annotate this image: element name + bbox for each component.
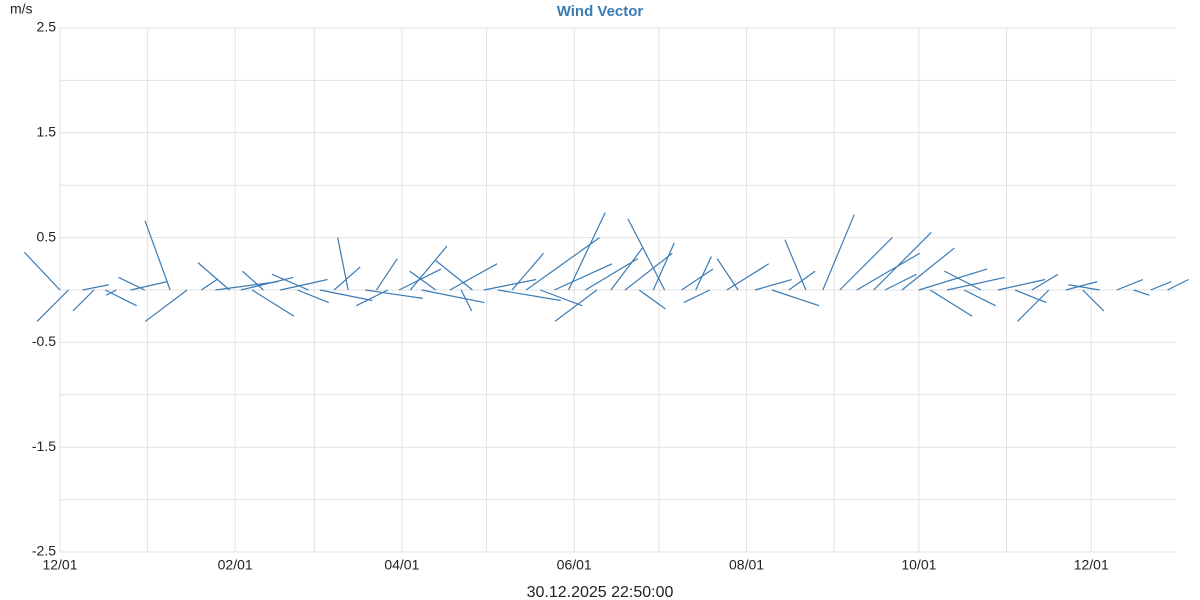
x-tick-label: 06/01 — [557, 557, 592, 573]
wind-vector — [36, 289, 69, 322]
y-axis-label: m/s — [10, 1, 33, 17]
wind-vector — [333, 266, 361, 291]
x-tick-label: 08/01 — [729, 557, 764, 573]
y-tick-label: -0.5 — [32, 333, 56, 349]
y-tick-label: 1.5 — [37, 124, 57, 140]
wind-vector — [297, 289, 329, 304]
wind-vector — [624, 252, 673, 291]
wind-vector — [409, 245, 448, 291]
wind-vector — [497, 289, 561, 302]
wind-vector — [1116, 278, 1144, 291]
wind-vector — [963, 289, 996, 307]
wind-vector — [200, 279, 218, 291]
wind-vector — [822, 214, 855, 291]
wind-vector — [72, 289, 95, 312]
wind-vector — [873, 231, 932, 291]
wind-vector — [554, 263, 613, 291]
wind-vector — [901, 247, 955, 291]
wind-vector — [251, 289, 295, 317]
wind-vector — [1150, 281, 1172, 291]
wind-vector — [525, 237, 600, 291]
wind-vector — [839, 237, 893, 291]
wind-vector — [1014, 289, 1047, 304]
y-tick-label: 0.5 — [37, 228, 57, 244]
wind-vector — [784, 239, 807, 291]
wind-vector — [627, 218, 666, 291]
wind-vector — [365, 289, 423, 299]
wind-vector — [652, 242, 675, 291]
y-tick-label: -1.5 — [32, 438, 56, 454]
wind-vector — [449, 263, 498, 291]
wind-vector — [1016, 289, 1050, 322]
x-tick-label: 12/01 — [42, 557, 77, 573]
x-tick-label: 02/01 — [218, 557, 253, 573]
wind-vector — [130, 281, 168, 291]
wind-vector — [1167, 278, 1189, 291]
wind-vector — [585, 258, 639, 291]
wind-vector — [716, 258, 739, 291]
wind-vector — [197, 262, 230, 291]
wind-vector — [240, 276, 294, 291]
wind-vector — [1068, 284, 1100, 291]
wind-vector — [409, 270, 437, 291]
wind-vector — [540, 289, 583, 307]
y-tick-label: 2.5 — [37, 19, 57, 35]
wind-vector — [856, 252, 920, 291]
wind-vector — [398, 268, 442, 291]
wind-vector — [884, 273, 917, 291]
wind-vector — [1133, 289, 1150, 296]
wind-vector — [483, 278, 537, 291]
wind-vector — [681, 268, 714, 291]
x-tick-label: 12/01 — [1074, 557, 1109, 573]
wind-vector — [1031, 273, 1059, 291]
wind-vector — [554, 289, 598, 322]
wind-vector — [271, 273, 309, 291]
wind-vector — [944, 270, 982, 291]
wind-vector — [610, 247, 643, 291]
wind-vector — [918, 268, 988, 291]
wind-vector — [375, 258, 398, 291]
wind-vector — [356, 289, 389, 307]
wind-vector — [242, 270, 264, 291]
x-tick-label: 04/01 — [384, 557, 419, 573]
wind-vector — [638, 289, 666, 310]
wind-vector — [997, 278, 1046, 291]
wind-vector — [104, 289, 137, 307]
wind-vector — [947, 276, 1005, 291]
wind-vector — [105, 289, 117, 296]
chart-title: Wind Vector — [557, 3, 644, 20]
wind-vector — [754, 278, 792, 291]
y-tick-label: -2.5 — [32, 543, 56, 559]
wind-vector — [144, 220, 171, 291]
wind-vector — [421, 289, 485, 304]
wind-vector — [568, 212, 606, 291]
wind-vector — [23, 251, 61, 291]
wind-vector — [929, 289, 973, 317]
wind-vector — [319, 289, 373, 302]
wind-vector — [337, 237, 349, 291]
wind-vector — [118, 276, 146, 291]
wind-vector — [144, 289, 188, 322]
x-axis-label: 30.12.2025 22:50:00 — [527, 584, 674, 600]
wind-vector — [1065, 281, 1098, 291]
wind-vector — [726, 263, 770, 291]
wind-vector — [683, 289, 711, 304]
wind-vector — [695, 256, 712, 291]
wind-vector — [1082, 289, 1105, 312]
wind-vector — [771, 289, 820, 307]
wind-vector — [511, 252, 544, 291]
wind-vector — [460, 289, 473, 312]
wind-vector — [280, 278, 328, 291]
x-tick-label: 10/01 — [901, 557, 936, 573]
wind-vector — [435, 260, 473, 291]
wind-vector — [82, 284, 109, 291]
